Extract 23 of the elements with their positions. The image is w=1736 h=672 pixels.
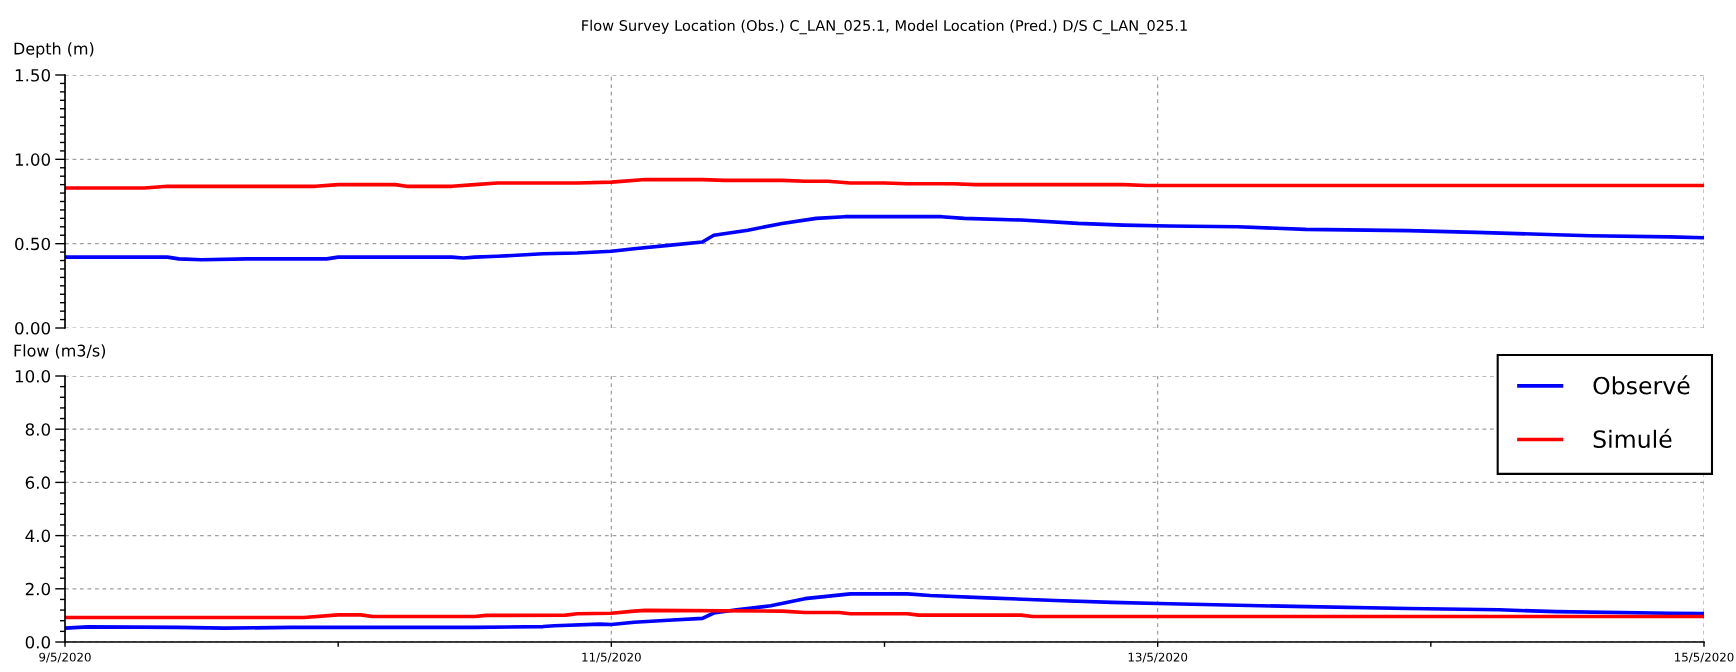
- y-tick-label: 0.0: [25, 635, 50, 649]
- line-series: [65, 177, 1704, 190]
- y-tick-label: 8.0: [25, 423, 50, 436]
- chart-title: Flow Survey Location (Obs.) C_LAN_025.1, Model Location (Pred.) D/S C_LAN_025.1: [582, 19, 1187, 35]
- legend-label: Simulé: [1593, 428, 1672, 449]
- y-tick-label: 4.0: [25, 529, 50, 543]
- x-tick-label: 15/5/2020: [1675, 652, 1734, 663]
- line-series: [65, 608, 1704, 620]
- y-tick-label: 2.0: [25, 582, 50, 596]
- x-tick-label: 9/5/2020: [39, 652, 91, 663]
- legend-label: Observé: [1593, 375, 1690, 395]
- y-tick-label: 0.00: [15, 321, 50, 335]
- y-tick-label: 1.00: [15, 153, 50, 166]
- y-axis-title: Flow (m3/s): [14, 344, 106, 359]
- y-axis-title: Depth (m): [14, 42, 94, 58]
- y-tick-label: 6.0: [25, 476, 50, 489]
- y-tick-label: 10.0: [15, 369, 50, 383]
- y-tick-label: 1.50: [15, 68, 50, 82]
- line-series: [65, 214, 1704, 262]
- x-tick-label: 13/5/2020: [1128, 652, 1188, 663]
- y-tick-label: 0.50: [15, 237, 50, 251]
- line-series: [65, 592, 1704, 630]
- x-tick-label: 11/5/2020: [582, 652, 641, 663]
